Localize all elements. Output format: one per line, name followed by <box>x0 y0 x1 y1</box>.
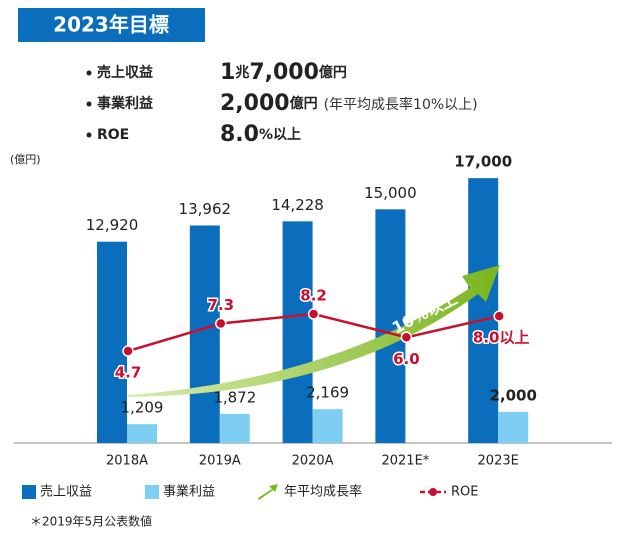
legend-label: 年平均成長率 <box>284 484 362 500</box>
bar <box>375 209 406 443</box>
x-tick-label: 2018A <box>106 454 148 469</box>
item-label: ROE <box>97 127 129 143</box>
roe-label: 7.3 <box>208 296 235 314</box>
roe-point <box>400 331 413 344</box>
bar-value-label: 15,000 <box>364 184 417 202</box>
bar <box>312 409 343 443</box>
bar-value-label: 13,962 <box>179 200 232 218</box>
roe-label: 8.0以上 <box>473 329 530 347</box>
bar-value-label: 17,000 <box>454 153 512 171</box>
bar-value-label: 2,000 <box>489 386 536 404</box>
x-tick-label: 2020A <box>292 454 334 469</box>
unit-label: (億円) <box>10 153 41 166</box>
bar <box>189 225 220 443</box>
bullet <box>86 132 92 138</box>
footnote: ＊2019年5月公表数値 <box>30 514 152 529</box>
x-tick-label: 2019A <box>199 454 241 469</box>
item-value: 8.0%以上 <box>220 122 301 147</box>
bar-value-label: 1,209 <box>121 399 164 417</box>
x-tick-label: 2023E <box>478 454 519 469</box>
bar-value-label: 14,228 <box>271 196 324 214</box>
bar <box>498 411 529 443</box>
roe-point <box>122 345 134 357</box>
bar <box>219 413 250 443</box>
bar-value-label: 1,872 <box>213 388 256 406</box>
legend-swatch <box>22 485 36 499</box>
roe-label: 8.2 <box>300 287 327 305</box>
item-value: 1兆7,000億円 <box>220 60 347 85</box>
legend-arrow <box>258 484 278 500</box>
bar <box>127 424 157 443</box>
bar <box>282 221 313 443</box>
roe-label: 6.0 <box>393 350 420 368</box>
item-label: 事業利益 <box>97 95 153 112</box>
legend-swatch <box>145 485 159 499</box>
bar-value-label: 2,169 <box>306 384 349 402</box>
title-box <box>18 8 205 42</box>
item-note: (年平均成長率10%以上) <box>324 96 478 113</box>
item-label: 売上収益 <box>97 64 153 81</box>
bullet <box>86 70 92 76</box>
roe-point <box>215 317 227 330</box>
header-title: 2023年目標 <box>53 13 169 37</box>
bar <box>97 241 127 443</box>
legend-dot <box>429 488 437 496</box>
roe-point <box>307 308 320 320</box>
bar-value-label: 12,920 <box>86 216 139 234</box>
legend-label: ROE <box>451 485 478 500</box>
x-tick-label: 2021E* <box>381 454 429 469</box>
legend-label: 売上収益 <box>40 484 92 500</box>
legend-label: 事業利益 <box>163 484 215 500</box>
roe-point <box>493 310 505 322</box>
bar <box>468 178 499 443</box>
roe-label: 4.7 <box>115 364 142 382</box>
growth-arrow <box>128 265 500 397</box>
item-value: 2,000億円 <box>220 91 318 116</box>
bullet <box>86 101 92 107</box>
